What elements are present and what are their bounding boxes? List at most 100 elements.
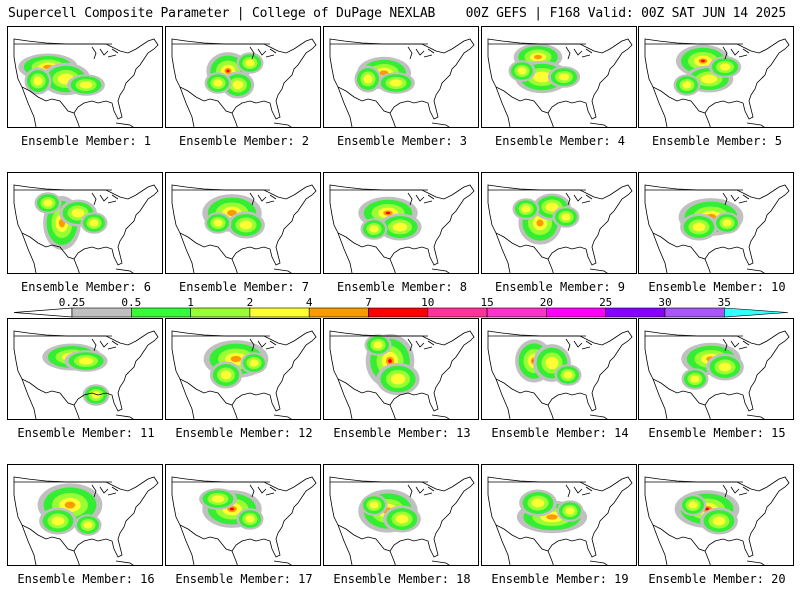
us-base-map (329, 184, 475, 273)
colorbar-segment (368, 307, 429, 318)
scp-contour (369, 501, 379, 509)
coastline (644, 476, 790, 558)
great-lakes (565, 192, 593, 206)
scp-contour (722, 219, 732, 227)
scp-contour (245, 515, 255, 523)
cuba-coast (746, 560, 765, 565)
scp-contour (692, 222, 706, 232)
colorbar-legend: 0.25 0.5 1 2 4 7 10 15 20 25 30 35 (14, 297, 788, 318)
us-base-map (171, 330, 317, 419)
mexico-coast (495, 232, 554, 273)
colorbar-tick-label: 2 (247, 297, 254, 309)
great-lakes (91, 338, 119, 352)
colorbar-tick-label: 20 (540, 297, 553, 309)
great-lakes (249, 484, 277, 498)
colorbar-tick-label: 30 (658, 297, 671, 309)
mexico-coast (337, 232, 396, 273)
colorbar-segment (664, 307, 725, 318)
mexico-coast (495, 378, 554, 419)
ensemble-member-label: Ensemble Member: 8 (336, 280, 468, 294)
scp-contour (213, 219, 223, 227)
cuba-coast (273, 122, 292, 127)
ensemble-member-label: Ensemble Member: 5 (651, 134, 783, 148)
great-lakes (407, 192, 435, 206)
cuba-coast (746, 414, 765, 419)
great-lakes (91, 46, 119, 60)
us-base-map (171, 38, 317, 127)
great-lakes (722, 192, 750, 206)
scp-contour (369, 225, 379, 233)
ensemble-member-map (481, 172, 637, 274)
colorbar-segment (131, 307, 191, 318)
ensemble-member-label: Ensemble Member: 10 (648, 280, 786, 294)
mexico-coast (21, 378, 80, 419)
mexico-coast (495, 524, 554, 565)
coastline (487, 38, 633, 120)
ensemble-member-label: Ensemble Member: 9 (494, 280, 626, 294)
ensemble-member-map (323, 26, 479, 128)
cuba-coast (273, 560, 292, 565)
cuba-coast (115, 414, 134, 419)
scp-contour (561, 213, 571, 221)
colorbar-segment (605, 307, 666, 318)
scp-contour (517, 67, 527, 75)
colorbar-tick-label: 35 (718, 297, 731, 309)
scp-contour (392, 222, 408, 232)
ensemble-member-label: Ensemble Member: 12 (175, 426, 313, 440)
scp-contour (226, 69, 230, 73)
us-base-map (644, 184, 790, 273)
great-lakes (407, 46, 435, 60)
scp-contour (700, 74, 718, 84)
scp-contour (545, 356, 559, 370)
coastline (171, 330, 317, 412)
ensemble-member-map (7, 318, 163, 420)
ensemble-member-map (7, 464, 163, 566)
scp-contour (363, 74, 373, 84)
ensemble-member-map (481, 26, 637, 128)
cuba-coast (746, 268, 765, 273)
coastline (487, 184, 633, 266)
scp-contour (239, 220, 253, 230)
cuba-coast (589, 560, 608, 565)
mexico-coast (652, 378, 711, 419)
scp-contour (521, 205, 531, 213)
ensemble-member-label: Ensemble Member: 7 (178, 280, 310, 294)
scp-contour (531, 498, 545, 508)
scp-contour (533, 71, 551, 83)
us-base-map (487, 476, 633, 565)
us-base-map (329, 476, 475, 565)
colorbar-tick-label: 25 (599, 297, 612, 309)
great-lakes (407, 484, 435, 498)
scp-contour (83, 521, 93, 529)
colorbar-segment (249, 307, 310, 318)
mexico-coast (652, 524, 711, 565)
coastline (171, 38, 317, 120)
colorbar-tick-label: 15 (480, 297, 493, 309)
great-lakes (249, 338, 277, 352)
map-title: Supercell Composite Parameter | College … (8, 6, 436, 21)
us-base-map (13, 330, 159, 419)
scp-contour (232, 80, 244, 90)
ensemble-member-label: Ensemble Member: 3 (336, 134, 468, 148)
mexico-coast (21, 232, 80, 273)
colorbar-max-arrow (723, 307, 788, 318)
great-lakes (249, 46, 277, 60)
coastline (13, 476, 159, 558)
scp-contour (43, 199, 53, 207)
ensemble-member-map (638, 464, 794, 566)
cuba-coast (589, 122, 608, 127)
ensemble-member-map (323, 172, 479, 274)
scp-contour (563, 371, 573, 379)
scp-contour (213, 79, 223, 87)
coastline (13, 330, 159, 412)
coastline (329, 330, 475, 412)
scp-contour (388, 359, 392, 363)
us-base-map (13, 184, 159, 273)
scp-contour (701, 59, 705, 63)
colorbar-tick-label: 7 (365, 297, 372, 309)
cuba-coast (431, 268, 450, 273)
mexico-coast (179, 232, 238, 273)
scp-contour (245, 59, 255, 67)
ensemble-member-map (165, 172, 321, 274)
coastline (329, 38, 475, 120)
